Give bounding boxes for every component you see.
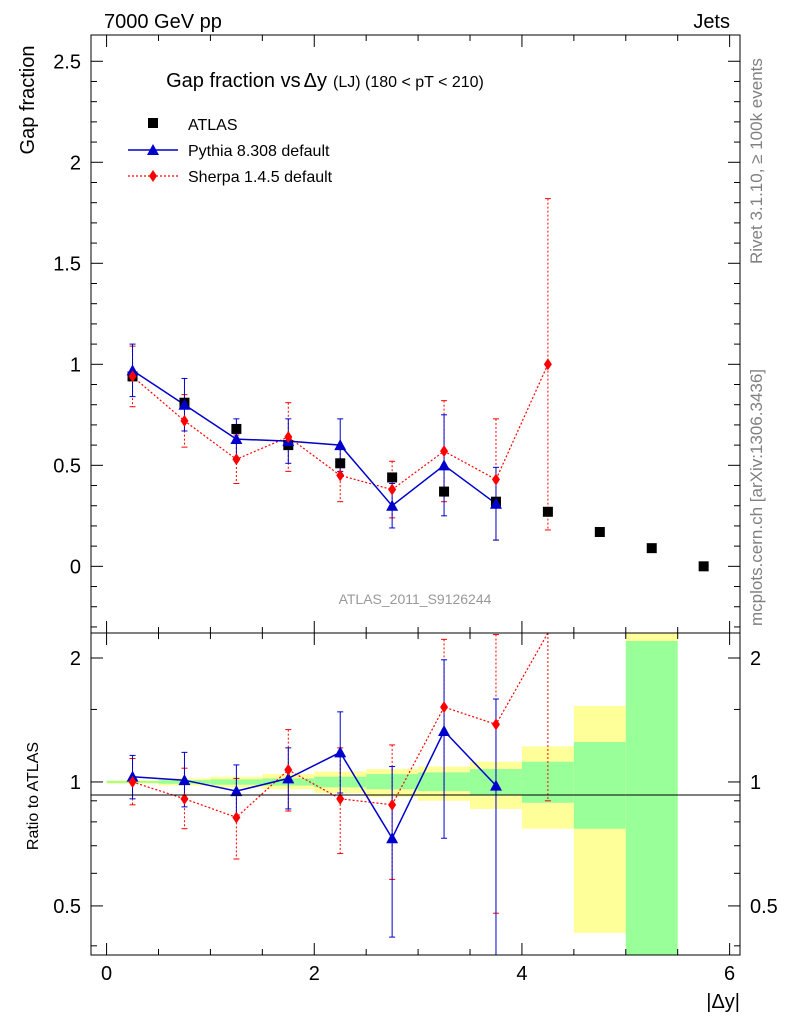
sherpa-point: [388, 483, 397, 496]
sherpa-point: [491, 473, 500, 486]
ratio-xtick-label: 6: [724, 963, 735, 985]
sherpa-point: [336, 469, 345, 482]
legend-entry: ATLAS: [188, 117, 238, 134]
sherpa-point: [128, 370, 137, 383]
ratio-frame: [90, 632, 741, 956]
atlas-point: [231, 423, 242, 434]
main-panel: 0 0.5 1 1.5 2 2.5 Gap fraction Gap fraction v…: [17, 34, 741, 634]
ratio-ytick-label-left: 2: [70, 648, 81, 670]
pythia-point: [334, 439, 347, 451]
ratio-ytick-label-right: 1: [750, 772, 761, 794]
ratio-sherpa-point: [388, 798, 397, 811]
ratio-sherpa-point: [128, 775, 137, 788]
header-left: 7000 GeV pp: [104, 11, 222, 33]
legend-atlas-marker: [148, 118, 158, 128]
atlas-point: [542, 506, 553, 517]
main-title-suffix: (LJ) (180 < pT < 210): [333, 74, 484, 91]
ratio-sherpa-point: [180, 792, 189, 805]
ratio-ytick-label-right: 2: [750, 648, 761, 670]
uncertainty-band-inner: [573, 742, 626, 829]
watermark: ATLAS_2011_S9126244: [339, 591, 492, 607]
sherpa-point: [440, 445, 449, 458]
sherpa-point: [543, 358, 552, 371]
sherpa-point: [232, 453, 241, 466]
ratio-ytick-label-left: 1: [70, 772, 81, 794]
ratio-sherpa-point: [232, 811, 241, 824]
main-title-symbol: Δy: [304, 70, 327, 92]
ratio-pythia-point: [386, 832, 399, 844]
legend-entry: Sherpa 1.4.5 default: [188, 169, 333, 186]
main-ytick-label: 0.5: [53, 455, 81, 477]
atlas-point: [335, 458, 346, 469]
pythia-point: [126, 364, 139, 376]
ratio-sherpa-line: [132, 632, 549, 819]
sherpa-point: [284, 431, 293, 444]
ratio-panel: 0.5 0.5 1 1 2 2 0 2 4 6 Ratio to ATLAS |Δy|: [25, 632, 778, 1013]
ratio-pythia-point: [334, 746, 347, 758]
pythia-point: [386, 499, 399, 511]
atlas-point: [439, 486, 450, 497]
pythia-point: [178, 398, 191, 410]
atlas-point: [646, 543, 657, 554]
ratio-xtick-label: 4: [516, 963, 527, 985]
ratio-ytick-label-right: 0.5: [750, 896, 778, 918]
ratio-sherpa-point: [336, 792, 345, 805]
main-ytick-label: 1: [70, 354, 81, 376]
ratio-xtick-label: 0: [101, 963, 112, 985]
sherpa-point: [180, 414, 189, 427]
legend: ATLAS Pythia 8.308 default Sherpa 1.4.5 de…: [128, 117, 333, 186]
x-axis-label: |Δy|: [706, 991, 740, 1013]
legend-pythia-marker: [147, 144, 159, 155]
main-ytick-label: 0: [70, 556, 81, 578]
main-title: Gap fraction vs Δy (LJ) (180 < pT < 210): [166, 70, 484, 92]
mcplots-label: mcplots.cern.ch [arXiv:1306.3436]: [747, 369, 766, 626]
ratio-pythia-point: [489, 779, 502, 791]
legend-entry: Pythia 8.308 default: [188, 143, 330, 160]
atlas-point: [387, 472, 398, 483]
pythia-point: [489, 497, 502, 509]
rivet-label: Rivet 3.1.10, ≥ 100k events: [747, 58, 766, 264]
ratio-pythia-line: [132, 729, 497, 840]
header-right: Jets: [693, 11, 730, 33]
ratio-pythia-point: [230, 785, 243, 797]
main-ytick-label: 2: [70, 152, 81, 174]
main-ytick-label: 2.5: [53, 51, 81, 73]
ratio-ylabel: Ratio to ATLAS: [25, 742, 42, 850]
atlas-point: [594, 526, 605, 537]
ratio-ytick-label-left: 0.5: [53, 896, 81, 918]
sherpa-line: [132, 364, 549, 491]
legend-sherpa-marker: [149, 170, 157, 182]
ratio-pythia-point: [282, 772, 295, 784]
main-ytick-label: 1.5: [53, 253, 81, 275]
atlas-point: [698, 561, 709, 572]
ratio-pythia-point: [178, 774, 191, 786]
main-ylabel: Gap fraction: [17, 46, 39, 155]
ratio-xtick-label: 2: [309, 963, 320, 985]
pythia-point: [438, 459, 451, 471]
pythia-line: [132, 369, 497, 507]
ratio-pythia-point: [438, 724, 451, 736]
pythia-point: [230, 433, 243, 445]
ratio-sherpa-point: [284, 763, 293, 776]
main-title-text: Gap fraction vs: [166, 70, 301, 92]
uncertainty-band-inner: [625, 640, 678, 955]
ratio-sherpa-point: [440, 701, 449, 714]
ratio-sherpa-point: [491, 718, 500, 731]
